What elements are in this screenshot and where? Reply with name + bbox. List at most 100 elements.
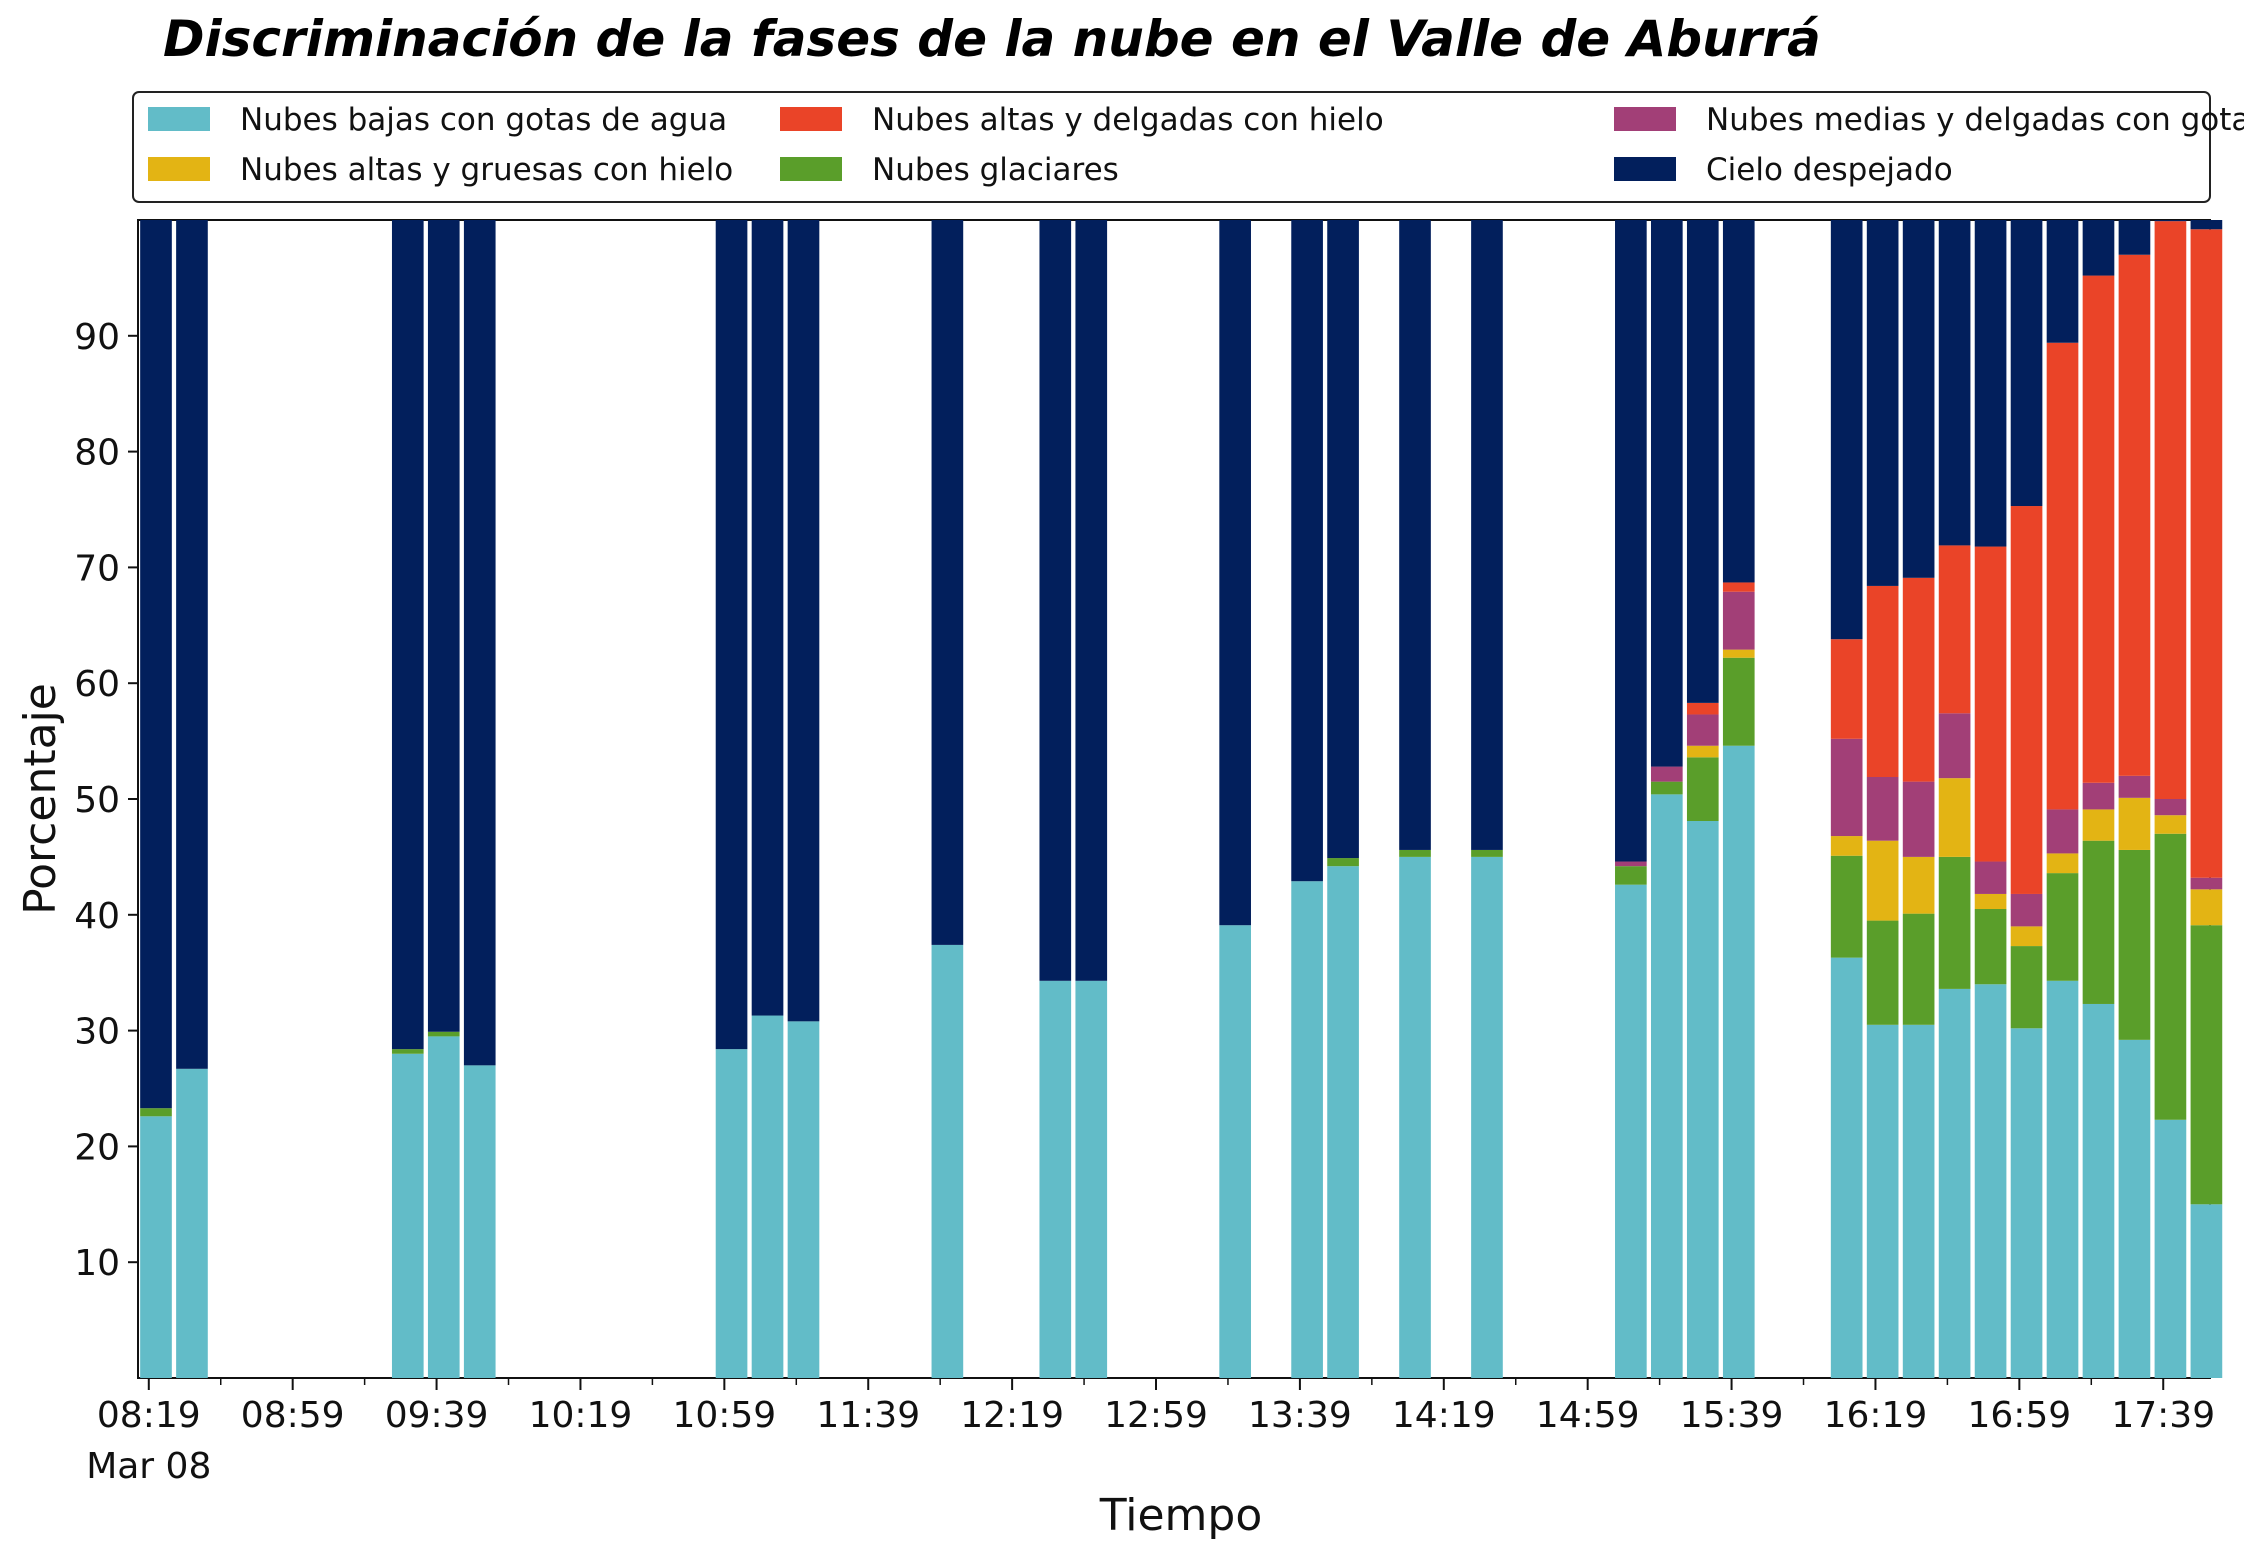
bar-segment-18-series-6 xyxy=(1650,220,1683,767)
legend-swatch-6 xyxy=(1614,157,1676,181)
bar-segment-21-series-6 xyxy=(1830,220,1863,640)
bar-segment-23-series-2 xyxy=(1902,913,1935,1025)
bar-segment-28-series-6 xyxy=(2082,220,2115,276)
bar-segment-17-series-2 xyxy=(1615,866,1647,885)
bar-segment-26-series-4 xyxy=(2010,893,2043,927)
bar-segment-3-series-6 xyxy=(391,220,424,1050)
x-tick-label: 10:19 xyxy=(529,1395,633,1436)
legend-swatch-4 xyxy=(1614,107,1676,131)
bar-segment-20-series-3 xyxy=(1722,649,1755,658)
bar-segment-20-series-1 xyxy=(1722,745,1755,1378)
y-axis-label: Porcentaje xyxy=(15,683,66,915)
bar-segment-17-series-4 xyxy=(1615,861,1647,867)
bar-segment-11-series-1 xyxy=(1075,980,1108,1378)
bar-segment-23-series-1 xyxy=(1902,1024,1935,1378)
bar-segment-4-series-1 xyxy=(427,1036,460,1378)
x-tick-sublabel: Mar 08 xyxy=(86,1446,211,1487)
bar-segment-29-series-1 xyxy=(2118,1039,2151,1378)
bar-segment-1-series-2 xyxy=(140,1108,172,1117)
x-tick-label: 17:39 xyxy=(2111,1395,2215,1436)
x-tick-label: 16:19 xyxy=(1824,1395,1928,1436)
bar-segment-29-series-3 xyxy=(2118,797,2151,850)
legend-label-5: Nubes altas y delgadas con hielo xyxy=(872,102,1384,138)
bar-segment-27-series-5 xyxy=(2046,342,2079,810)
bar-segment-22-series-1 xyxy=(1866,1024,1899,1378)
bar-segment-13-series-1 xyxy=(1291,881,1323,1378)
chart-title: Discriminación de la fases de la nube en… xyxy=(163,10,1821,68)
x-tick-label: 11:39 xyxy=(816,1395,920,1436)
legend-label-2: Nubes glaciares xyxy=(872,152,1119,188)
bar-segment-18-series-4 xyxy=(1650,766,1683,782)
bar-segment-19-series-6 xyxy=(1686,220,1719,703)
bars xyxy=(140,220,2223,1378)
bar-segment-29-series-4 xyxy=(2118,775,2151,798)
x-tick-label: 10:59 xyxy=(672,1395,776,1436)
bar-segment-16-series-1 xyxy=(1471,856,1503,1378)
bar-segment-2-series-1 xyxy=(176,1068,208,1378)
bar-segment-24-series-6 xyxy=(1938,220,1971,546)
bar-segment-25-series-6 xyxy=(1974,220,2007,547)
bar-segment-28-series-2 xyxy=(2082,840,2115,1004)
bar-segment-14-series-6 xyxy=(1327,220,1359,859)
x-tick-label: 08:19 xyxy=(97,1395,201,1436)
bar-segment-26-series-5 xyxy=(2010,506,2043,894)
bar-segment-25-series-2 xyxy=(1974,909,2007,985)
bar-segment-28-series-1 xyxy=(2082,1003,2115,1378)
bar-segment-17-series-1 xyxy=(1615,884,1647,1378)
bar-segment-10-series-1 xyxy=(1039,980,1072,1378)
x-tick-label: 16:59 xyxy=(1967,1395,2071,1436)
y-tick-label: 40 xyxy=(74,896,120,937)
legend-label-3: Nubes altas y gruesas con hielo xyxy=(240,152,733,188)
bar-segment-30-series-6 xyxy=(2154,220,2187,222)
legend-label-6: Cielo despejado xyxy=(1706,152,1953,188)
bar-segment-4-series-2 xyxy=(427,1031,460,1037)
bar-segment-12-series-1 xyxy=(1219,925,1251,1378)
x-tick-label: 14:19 xyxy=(1392,1395,1496,1436)
bar-segment-11-series-6 xyxy=(1075,220,1108,981)
bar-segment-24-series-1 xyxy=(1938,988,1971,1378)
plot-area: 10 20 30 40 50 60 70 80 90 08:19 Mar 08 08:59 09:39… xyxy=(74,219,2223,1487)
bar-segment-20-series-5 xyxy=(1722,582,1755,592)
bar-segment-19-series-3 xyxy=(1686,745,1719,758)
bar-segment-18-series-2 xyxy=(1650,781,1683,795)
x-axis: 08:19 Mar 08 08:59 09:39 10:19 10:59 11:39 12:1… xyxy=(86,1378,2215,1487)
bar-segment-29-series-5 xyxy=(2118,254,2151,776)
bar-segment-16-series-2 xyxy=(1471,849,1503,857)
bar-segment-22-series-4 xyxy=(1866,777,1899,841)
x-tick-label: 15:39 xyxy=(1680,1395,1784,1436)
bar-segment-21-series-2 xyxy=(1830,855,1863,958)
bar-segment-10-series-6 xyxy=(1039,220,1072,981)
bar-segment-19-series-2 xyxy=(1686,757,1719,821)
bar-segment-23-series-3 xyxy=(1902,856,1935,914)
bar-segment-24-series-3 xyxy=(1938,778,1971,857)
bar-segment-28-series-4 xyxy=(2082,782,2115,810)
legend-swatch-1 xyxy=(148,107,210,131)
legend-swatch-5 xyxy=(780,107,842,131)
bar-segment-23-series-4 xyxy=(1902,781,1935,857)
bar-segment-30-series-3 xyxy=(2154,815,2187,834)
bar-segment-7-series-1 xyxy=(751,1015,784,1378)
bar-segment-1-series-1 xyxy=(140,1116,172,1378)
bar-segment-9-series-6 xyxy=(931,220,964,945)
bar-segment-7-series-6 xyxy=(751,220,784,1016)
bar-segment-28-series-5 xyxy=(2082,275,2115,783)
bar-segment-4-series-6 xyxy=(427,220,460,1032)
bar-segment-21-series-5 xyxy=(1830,639,1863,739)
bar-segment-19-series-5 xyxy=(1686,702,1719,715)
x-tick-label: 12:19 xyxy=(960,1395,1064,1436)
bar-segment-8-series-6 xyxy=(787,220,820,1022)
bar-segment-17-series-6 xyxy=(1615,220,1647,862)
bar-segment-25-series-5 xyxy=(1974,546,2007,862)
legend-label-4: Nubes medias y delgadas con gotas de agu… xyxy=(1706,102,2244,138)
bar-segment-22-series-5 xyxy=(1866,585,1899,777)
bar-segment-30-series-1 xyxy=(2154,1119,2187,1378)
x-tick-label: 12:59 xyxy=(1104,1395,1208,1436)
bar-segment-9-series-1 xyxy=(931,944,964,1378)
bar-segment-26-series-1 xyxy=(2010,1028,2043,1378)
bar-segment-14-series-1 xyxy=(1327,866,1359,1378)
bar-segment-26-series-2 xyxy=(2010,946,2043,1029)
bar-segment-22-series-2 xyxy=(1866,920,1899,1025)
legend-label-1: Nubes bajas con gotas de agua xyxy=(240,102,727,138)
x-tick-label: 08:59 xyxy=(241,1395,345,1436)
